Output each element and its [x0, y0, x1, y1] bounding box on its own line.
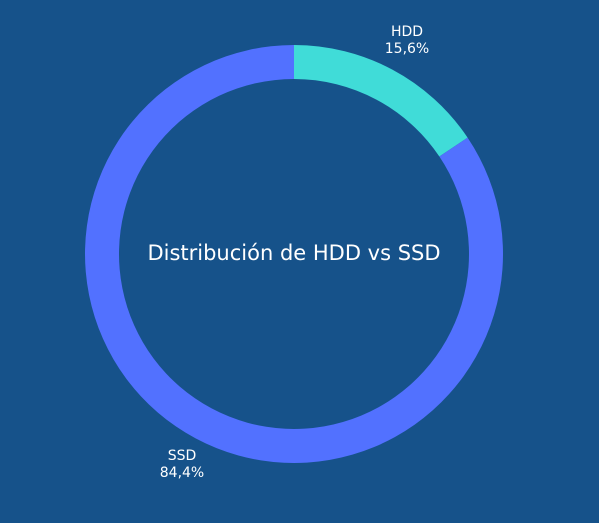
slice-label-ssd: SSD 84,4% — [137, 448, 227, 482]
slice-value-hdd: 15,6% — [384, 41, 430, 57]
chart-title: Distribución de HDD vs SSD — [147, 241, 441, 265]
slice-category-ssd: SSD — [167, 448, 197, 464]
donut-slice-hdd — [294, 45, 468, 157]
slice-value-ssd: 84,4% — [159, 465, 205, 481]
slice-category-hdd: HDD — [390, 24, 424, 40]
slice-label-hdd: HDD 15,6% — [362, 24, 452, 58]
